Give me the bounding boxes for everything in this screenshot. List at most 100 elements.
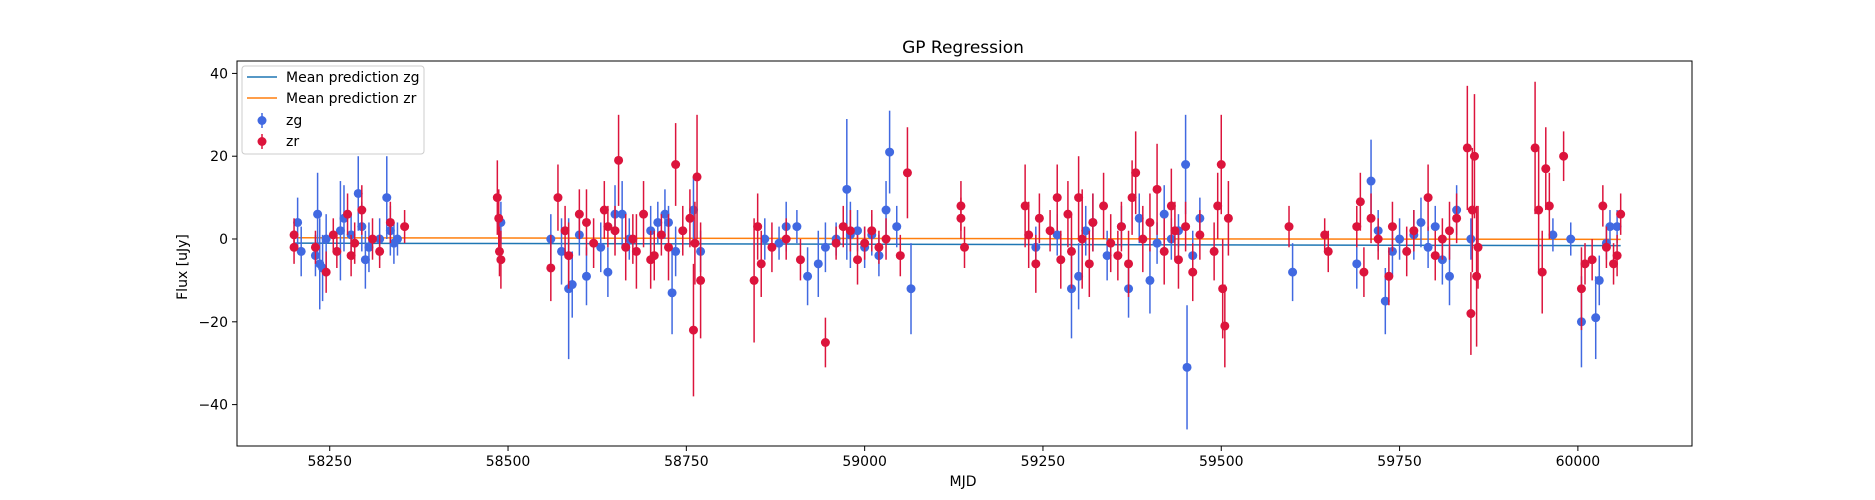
data-point-zr: [621, 242, 631, 252]
x-tick-label: 58250: [307, 454, 352, 470]
data-point-zg: [853, 226, 863, 236]
data-point-zr: [1216, 159, 1226, 169]
data-point-zg: [774, 238, 784, 248]
data-point-zg: [1430, 222, 1440, 232]
data-point-zg: [660, 209, 670, 219]
data-point-zr: [560, 226, 570, 236]
data-point-zr: [494, 213, 504, 223]
data-point-zr: [1445, 226, 1454, 236]
data-point-zg: [293, 217, 303, 227]
data-point-zg: [353, 188, 363, 198]
data-point-zr: [492, 193, 502, 203]
data-point-zr: [1170, 226, 1180, 236]
data-point-zr: [1088, 217, 1098, 227]
data-point-zg: [1182, 362, 1192, 372]
data-point-zr: [1138, 234, 1148, 244]
data-point-zr: [960, 242, 969, 252]
data-point-zg: [885, 147, 895, 157]
data-point-zr: [1616, 209, 1626, 219]
data-point-zr: [1559, 151, 1569, 161]
data-point-zg: [1380, 296, 1390, 306]
data-point-zr: [1601, 242, 1611, 252]
data-point-zg: [671, 246, 681, 256]
data-point-zg: [1416, 217, 1426, 227]
data-point-zr: [678, 226, 688, 236]
data-point-zr: [346, 251, 356, 261]
y-tick-label: −20: [198, 315, 228, 331]
data-point-zg: [296, 246, 306, 256]
data-point-zr: [838, 222, 848, 232]
data-point-zr: [1181, 222, 1191, 232]
data-point-zg: [1591, 313, 1601, 323]
data-point-zr: [350, 238, 360, 248]
data-point-zg: [760, 234, 770, 244]
y-axis-label: Flux [uJy]: [175, 234, 191, 300]
data-point-zg: [842, 184, 852, 194]
data-point-zr: [1223, 213, 1233, 223]
data-point-zr: [1045, 226, 1055, 236]
data-point-zr: [860, 238, 870, 248]
data-point-zg: [1102, 251, 1112, 261]
data-point-zr: [1469, 151, 1479, 161]
data-point-zr: [1188, 267, 1198, 277]
data-point-zr: [767, 242, 777, 252]
data-point-zg: [892, 222, 902, 232]
data-point-zr: [664, 242, 674, 252]
data-point-zr: [1580, 259, 1590, 269]
data-point-zr: [820, 338, 830, 348]
data-point-zr: [1195, 230, 1205, 240]
data-point-zr: [685, 213, 695, 223]
data-point-zr: [581, 217, 591, 227]
data-point-zr: [1159, 246, 1169, 256]
legend-box: [241, 65, 425, 155]
x-tick-label: 59750: [1377, 454, 1422, 470]
data-point-zr: [564, 251, 574, 261]
data-point-zr: [1213, 201, 1223, 211]
data-point-zg: [906, 284, 916, 294]
data-point-zr: [1173, 255, 1183, 265]
data-point-zg: [567, 280, 577, 290]
data-point-zg: [1366, 176, 1376, 186]
data-point-zg: [653, 217, 663, 227]
data-point-zr: [1462, 143, 1472, 153]
data-point-zr: [357, 205, 367, 215]
data-point-zr: [1359, 267, 1369, 277]
data-point-zr: [1099, 201, 1109, 211]
data-point-zg: [1466, 234, 1476, 244]
data-point-zr: [781, 234, 791, 244]
data-point-zg: [1612, 222, 1622, 232]
data-point-zr: [1612, 251, 1622, 261]
x-tick-label: 59000: [842, 454, 887, 470]
data-point-zg: [1352, 259, 1362, 269]
data-point-zr: [1320, 230, 1330, 240]
data-point-zr: [1466, 309, 1476, 319]
y-tick-label: −40: [198, 398, 228, 414]
data-point-zr: [1576, 284, 1586, 294]
legend: Mean prediction zg Mean prediction zr zg…: [241, 65, 425, 155]
data-point-zr: [1113, 251, 1123, 261]
chart-title: GP Regression: [902, 38, 1024, 58]
data-point-zr: [1355, 197, 1365, 207]
data-point-zr: [1534, 205, 1544, 215]
data-point-zr: [1409, 226, 1419, 236]
y-tick-label: 20: [210, 149, 228, 165]
data-point-zr: [1024, 230, 1034, 240]
data-point-zg: [1594, 275, 1604, 285]
data-point-zg: [1423, 242, 1433, 252]
data-point-zg: [1605, 222, 1615, 232]
data-point-zr: [1587, 255, 1597, 265]
x-axis: 58250 58500 58750 59000 59250 59500 59750 60000: [307, 446, 1600, 470]
data-point-zr: [1124, 259, 1134, 269]
data-point-zg: [392, 234, 402, 244]
data-point-zr: [1077, 234, 1087, 244]
data-point-zr: [610, 226, 620, 236]
data-point-zr: [614, 155, 624, 165]
data-point-zr: [368, 234, 378, 244]
data-point-zr: [656, 230, 666, 240]
data-point-zr: [1423, 193, 1433, 203]
data-point-zr: [1544, 201, 1554, 211]
data-point-zg: [1288, 267, 1298, 277]
data-point-zr: [1541, 164, 1551, 174]
data-point-zr: [599, 205, 609, 215]
